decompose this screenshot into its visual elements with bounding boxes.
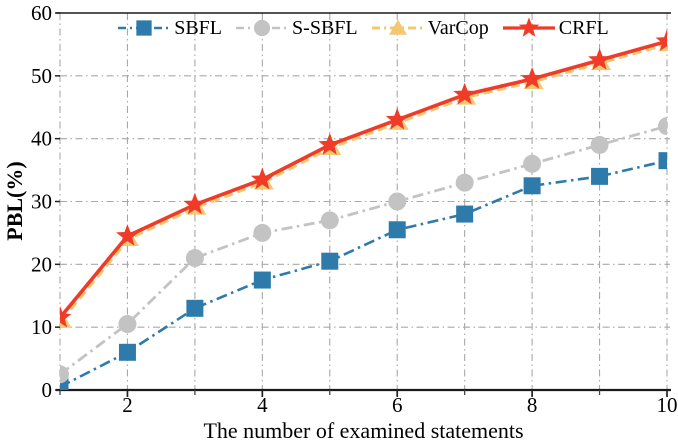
legend-marker-icon — [118, 20, 171, 36]
legend-label: S-SBFL — [292, 16, 358, 39]
marker-sbfl — [658, 152, 667, 170]
marker-crfl — [385, 107, 409, 130]
legend-label: VarCop — [427, 16, 489, 39]
marker-s-sbfl — [60, 365, 69, 384]
marker-sbfl — [456, 205, 474, 223]
x-tick-label: 8 — [527, 393, 538, 417]
marker-crfl — [318, 132, 342, 155]
marker-crfl — [453, 82, 477, 105]
marker-s-sbfl — [320, 211, 339, 230]
marker-sbfl — [321, 252, 339, 270]
marker-s-sbfl — [523, 154, 542, 173]
y-tick-label: 0 — [42, 378, 53, 402]
marker-crfl — [520, 67, 544, 89]
marker-s-sbfl — [253, 223, 272, 242]
y-tick-label: 40 — [31, 127, 52, 151]
marker-s-sbfl — [658, 117, 667, 136]
marker-sbfl — [591, 167, 609, 185]
y-tick-label: 60 — [31, 1, 52, 25]
marker-crfl — [116, 224, 139, 246]
series-varcop — [60, 36, 667, 328]
axis-ticks — [55, 12, 668, 397]
legend-label: CRFL — [558, 16, 609, 39]
marker-sbfl — [253, 271, 271, 289]
series-sbfl — [60, 152, 667, 390]
series-s-sbfl — [60, 117, 667, 384]
marker-crfl — [655, 29, 667, 51]
marker-crfl — [183, 192, 207, 215]
legend-marker-icon — [236, 19, 289, 37]
series-line-varcop — [60, 42, 667, 322]
grid-lines — [59, 13, 670, 390]
legend-marker-star — [518, 17, 540, 37]
marker-sbfl — [523, 177, 541, 195]
x-tick-label: 2 — [122, 393, 133, 417]
marker-s-sbfl — [388, 192, 407, 211]
marker-crfl — [588, 48, 611, 70]
series-crfl — [60, 29, 667, 328]
legend-marker-icon — [371, 19, 424, 35]
legend-label: SBFL — [174, 16, 223, 39]
marker-crfl — [60, 305, 72, 328]
y-tick-label: 50 — [31, 64, 52, 88]
legend-item-crfl: CRFL — [502, 15, 609, 41]
marker-sbfl — [388, 221, 406, 239]
series-layer — [60, 29, 667, 390]
marker-sbfl — [60, 378, 69, 390]
y-axis-title: PBL(%) — [2, 161, 27, 241]
series-line-crfl — [60, 39, 667, 319]
marker-sbfl — [118, 343, 136, 361]
x-tick-label: 4 — [257, 393, 268, 417]
series-line-s-sbfl — [60, 124, 667, 376]
legend-marker-triangle — [388, 19, 407, 35]
marker-crfl — [250, 167, 274, 190]
legend-item-s-sbfl: S-SBFL — [236, 15, 358, 41]
legend: SBFL S-SBFL VarCop CRFL — [60, 14, 667, 42]
marker-s-sbfl — [185, 249, 204, 268]
x-axis-title: The number of examined statements — [203, 418, 524, 443]
legend-marker-circle — [253, 19, 271, 37]
x-tick-label: 6 — [392, 393, 403, 417]
y-tick-label: 20 — [31, 252, 52, 276]
marker-s-sbfl — [118, 315, 137, 334]
legend-item-varcop: VarCop — [371, 15, 489, 41]
marker-s-sbfl — [455, 173, 474, 192]
legend-item-sbfl: SBFL — [118, 15, 222, 41]
series-line-sbfl — [60, 159, 667, 389]
x-tick-label: 10 — [657, 393, 678, 417]
legend-marker-icon — [502, 17, 555, 37]
y-tick-label: 10 — [31, 315, 52, 339]
y-tick-label: 30 — [31, 190, 52, 214]
tick-labels: 0 10 20 30 40 50 60 2 4 6 8 10 — [31, 1, 678, 417]
marker-s-sbfl — [590, 135, 609, 154]
marker-sbfl — [186, 299, 204, 317]
legend-marker-square — [136, 20, 152, 36]
